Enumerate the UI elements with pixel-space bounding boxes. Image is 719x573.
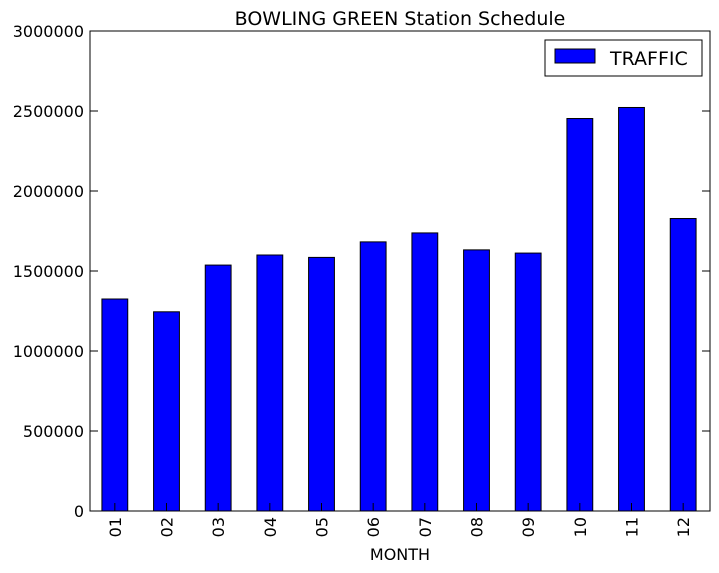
bar-02 — [153, 311, 180, 512]
x-tick-label: 09 — [519, 517, 538, 537]
y-tick-label: 3000000 — [13, 22, 84, 41]
x-tick-label: 05 — [313, 517, 332, 537]
bar-series — [101, 106, 697, 512]
y-axis: 0 500000 1000000 1500000 2000000 2500000 30000… — [13, 22, 710, 521]
legend: TRAFFIC — [544, 39, 703, 77]
x-tick-label: 04 — [261, 517, 280, 537]
bar-01 — [101, 298, 129, 512]
bar-08 — [463, 249, 490, 512]
bar-03 — [204, 264, 232, 512]
bar-10 — [566, 118, 594, 512]
bar-11 — [618, 106, 645, 512]
x-axis-title: MONTH — [370, 545, 430, 564]
chart-title: BOWLING GREEN Station Schedule — [235, 8, 566, 30]
plot-area — [89, 30, 711, 512]
x-tick-label: 03 — [209, 517, 228, 537]
bar-12 — [669, 218, 697, 512]
x-tick-label: 01 — [106, 517, 125, 537]
y-tick-label: 2500000 — [13, 102, 84, 121]
x-tick-label: 12 — [674, 517, 693, 537]
x-tick-label: 02 — [158, 517, 177, 537]
x-tick-label: 10 — [571, 517, 590, 537]
x-tick-label: 11 — [623, 517, 642, 537]
y-tick-label: 0 — [74, 502, 84, 521]
y-tick-label: 500000 — [23, 422, 84, 441]
bar-04 — [256, 254, 284, 512]
y-tick-label: 1000000 — [13, 342, 84, 361]
x-axis: 01 02 03 04 05 06 07 08 09 10 11 12 — [106, 503, 693, 537]
bar-05 — [308, 256, 335, 512]
bar-07 — [411, 232, 439, 512]
x-tick-label: 07 — [416, 517, 435, 537]
y-tick-label: 2000000 — [13, 182, 84, 201]
legend-label: TRAFFIC — [609, 48, 688, 70]
bar-06 — [359, 241, 387, 512]
legend-swatch — [554, 48, 596, 64]
x-tick-label: 08 — [468, 517, 487, 537]
bar-09 — [514, 252, 542, 512]
y-tick-label: 1500000 — [13, 262, 84, 281]
x-tick-label: 06 — [364, 517, 383, 537]
